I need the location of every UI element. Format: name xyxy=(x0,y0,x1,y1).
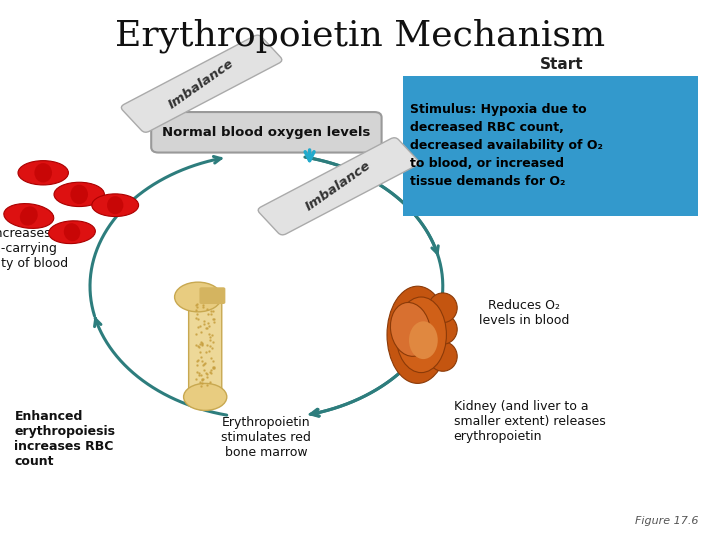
Ellipse shape xyxy=(428,314,457,345)
Text: Start: Start xyxy=(540,57,583,72)
FancyBboxPatch shape xyxy=(122,35,282,132)
Text: Enhanced
erythropoiesis
increases RBC
count: Enhanced erythropoiesis increases RBC co… xyxy=(14,410,115,468)
Ellipse shape xyxy=(49,221,95,244)
Ellipse shape xyxy=(71,185,88,204)
Ellipse shape xyxy=(107,196,123,214)
Text: Increases
O₂-carrying
ability of blood: Increases O₂-carrying ability of blood xyxy=(0,227,68,270)
FancyBboxPatch shape xyxy=(403,76,698,216)
Text: Figure 17.6: Figure 17.6 xyxy=(635,516,698,526)
FancyBboxPatch shape xyxy=(189,294,222,397)
Text: Imbalance: Imbalance xyxy=(303,159,374,214)
Ellipse shape xyxy=(174,282,222,312)
FancyBboxPatch shape xyxy=(258,138,418,235)
Ellipse shape xyxy=(396,297,446,373)
Ellipse shape xyxy=(64,223,80,241)
Text: Imbalance: Imbalance xyxy=(166,56,237,111)
Ellipse shape xyxy=(428,341,457,372)
Text: Normal blood oxygen levels: Normal blood oxygen levels xyxy=(162,126,371,139)
Ellipse shape xyxy=(4,204,54,228)
Ellipse shape xyxy=(387,286,449,383)
Ellipse shape xyxy=(409,321,438,359)
Text: Reduces O₂
levels in blood: Reduces O₂ levels in blood xyxy=(479,299,570,327)
Ellipse shape xyxy=(92,194,138,217)
Ellipse shape xyxy=(390,302,431,356)
Ellipse shape xyxy=(35,163,52,183)
Text: Stimulus: Hypoxia due to
decreased RBC count,
decreased availability of O₂
to bl: Stimulus: Hypoxia due to decreased RBC c… xyxy=(410,103,603,188)
Text: Erythropoietin Mechanism: Erythropoietin Mechanism xyxy=(115,19,605,53)
Ellipse shape xyxy=(428,293,457,322)
FancyBboxPatch shape xyxy=(199,287,225,304)
Ellipse shape xyxy=(184,383,227,410)
Text: Kidney (and liver to a
smaller extent) releases
erythropoietin: Kidney (and liver to a smaller extent) r… xyxy=(454,400,606,443)
Ellipse shape xyxy=(18,160,68,185)
Ellipse shape xyxy=(54,183,104,206)
Text: Erythropoietin
stimulates red
bone marrow: Erythropoietin stimulates red bone marro… xyxy=(222,416,311,459)
Ellipse shape xyxy=(20,206,37,226)
FancyBboxPatch shape xyxy=(151,112,382,152)
